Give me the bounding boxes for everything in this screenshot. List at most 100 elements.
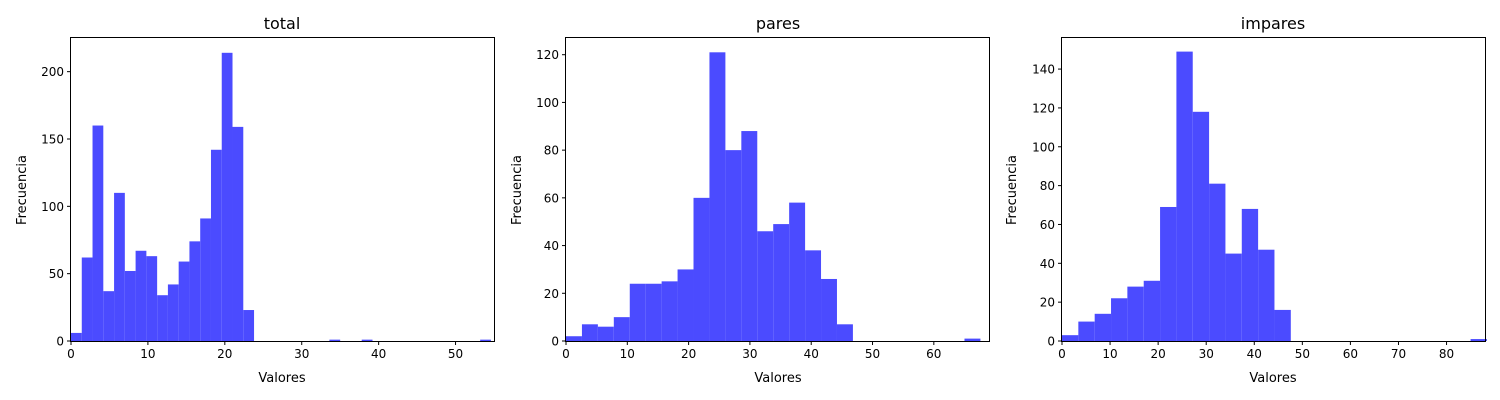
y-tick-label: 100 xyxy=(536,96,559,110)
histogram-bar xyxy=(597,326,614,341)
x-tick-label: 0 xyxy=(1058,347,1066,361)
histogram-bar xyxy=(189,241,201,341)
histogram-bar xyxy=(693,197,710,341)
histogram-bar xyxy=(200,218,211,341)
x-tick-label: 20 xyxy=(217,347,232,361)
y-tick-label: 80 xyxy=(544,144,559,158)
x-tick-label: 60 xyxy=(1343,347,1358,361)
y-tick-label: 100 xyxy=(1032,140,1055,154)
histogram-bar xyxy=(1470,339,1487,341)
histogram-bar xyxy=(221,52,233,342)
y-tick-label: 60 xyxy=(544,191,559,205)
histogram-bar xyxy=(709,52,726,342)
y-axis-ticks: 0 50 100 150 200 xyxy=(41,65,71,349)
y-tick-label: 100 xyxy=(41,200,64,214)
plot-frame xyxy=(70,37,495,342)
x-tick-label: 20 xyxy=(1150,347,1165,361)
x-tick-label: 40 xyxy=(1247,347,1262,361)
histogram-bar xyxy=(964,338,981,341)
x-tick-label: 30 xyxy=(294,347,309,361)
x-tick-label: 80 xyxy=(1439,347,1454,361)
histogram-bar xyxy=(146,256,158,341)
histogram-bar xyxy=(613,317,630,341)
histogram-bar xyxy=(210,149,222,341)
histogram-bar xyxy=(1258,249,1275,341)
histogram-bar xyxy=(124,270,136,341)
histogram-bar xyxy=(773,224,790,341)
chart-title: pares xyxy=(756,14,800,33)
histogram-bar xyxy=(361,339,373,341)
x-axis-ticks: 0 10 20 30 40 50 60 70 80 xyxy=(1058,341,1454,361)
histogram-bar xyxy=(135,250,147,341)
x-tick-label: 50 xyxy=(865,347,880,361)
histogram-bar xyxy=(821,278,837,341)
y-tick-label: 80 xyxy=(1040,179,1055,193)
y-tick-label: 50 xyxy=(49,267,64,281)
histogram-bar xyxy=(757,231,774,341)
x-axis-label: Valores xyxy=(754,371,801,386)
x-tick-label: 60 xyxy=(926,347,941,361)
x-tick-label: 0 xyxy=(67,347,75,361)
plot-frame xyxy=(565,37,990,342)
histogram-bar xyxy=(1127,286,1144,341)
histogram-bar xyxy=(1192,111,1210,341)
histogram-bar xyxy=(1160,206,1177,341)
y-tick-label: 60 xyxy=(1040,218,1055,232)
subplot-total: total 0 10 20 30 40 50 0 50 100 150 200 Valores F… xyxy=(15,14,495,386)
histogram-bar xyxy=(92,125,104,341)
chart-title: impares xyxy=(1241,14,1305,33)
histogram-bar xyxy=(1078,321,1095,341)
histogram-bar xyxy=(645,283,662,341)
x-axis-ticks: 0 10 20 30 40 50 xyxy=(67,341,463,361)
histogram-bar xyxy=(805,250,822,341)
histogram-bar xyxy=(1241,208,1259,341)
histogram-bar xyxy=(725,150,742,341)
histogram-bar xyxy=(114,192,125,341)
histogram-bar xyxy=(167,284,179,341)
y-tick-label: 140 xyxy=(1032,63,1055,77)
histogram-bar xyxy=(581,324,598,341)
y-tick-label: 0 xyxy=(56,335,64,349)
histogram-bar xyxy=(480,339,491,341)
histogram-bar xyxy=(157,295,168,341)
y-axis-label: Frecuencia xyxy=(510,155,525,225)
histogram-bar xyxy=(329,339,341,341)
histogram-bar xyxy=(243,310,255,341)
y-tick-label: 20 xyxy=(544,287,559,301)
x-tick-label: 0 xyxy=(562,347,570,361)
x-tick-label: 50 xyxy=(1295,347,1310,361)
histogram-bar xyxy=(1094,313,1112,341)
histogram-bar xyxy=(1062,335,1079,341)
histogram-bar xyxy=(1143,280,1161,341)
bars xyxy=(566,52,981,342)
histogram-bar xyxy=(1111,298,1128,341)
x-tick-label: 30 xyxy=(1199,347,1214,361)
x-axis-label: Valores xyxy=(258,371,305,386)
x-tick-label: 20 xyxy=(681,347,696,361)
histogram-bar xyxy=(178,261,190,341)
x-axis-label: Valores xyxy=(1249,371,1296,386)
histogram-bar xyxy=(677,269,694,341)
x-tick-label: 10 xyxy=(140,347,155,361)
plot-frame xyxy=(1061,37,1486,342)
y-tick-label: 40 xyxy=(544,239,559,253)
histogram-bar xyxy=(71,332,82,341)
bars xyxy=(71,52,491,342)
y-tick-label: 120 xyxy=(536,48,559,62)
y-tick-label: 150 xyxy=(41,133,64,147)
histogram-bar xyxy=(1274,309,1291,341)
x-tick-label: 70 xyxy=(1391,347,1406,361)
x-tick-label: 40 xyxy=(804,347,819,361)
histogram-bar xyxy=(629,283,646,341)
x-axis-ticks: 0 10 20 30 40 50 60 xyxy=(562,341,941,361)
histogram-bar xyxy=(232,126,244,341)
histogram-bar xyxy=(661,281,678,341)
x-tick-label: 10 xyxy=(1102,347,1117,361)
x-tick-label: 40 xyxy=(371,347,386,361)
subplot-pares: pares 0 10 20 30 40 50 60 0 20 40 60 80 100 120 Valo… xyxy=(510,14,990,386)
y-axis-ticks: 0 20 40 60 80 100 120 140 xyxy=(1032,63,1062,349)
y-tick-label: 120 xyxy=(1032,101,1055,115)
y-tick-label: 40 xyxy=(1040,257,1055,271)
y-axis-ticks: 0 20 40 60 80 100 120 xyxy=(536,48,566,349)
